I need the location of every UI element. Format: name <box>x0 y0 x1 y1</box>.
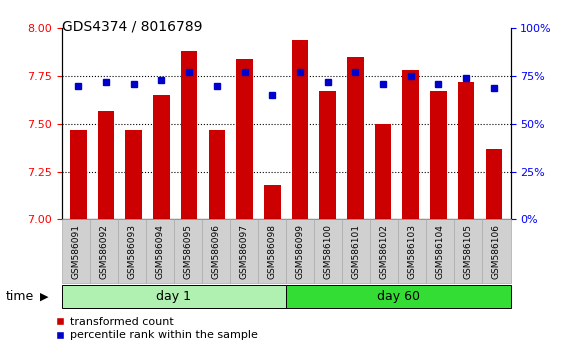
Bar <box>153 95 170 219</box>
Text: GSM586097: GSM586097 <box>240 224 249 279</box>
Text: GSM586096: GSM586096 <box>211 224 220 279</box>
Bar <box>486 149 502 219</box>
Bar <box>126 130 142 219</box>
Bar <box>458 82 475 219</box>
Bar <box>236 59 253 219</box>
Bar <box>402 70 419 219</box>
Text: GSM586093: GSM586093 <box>127 224 136 279</box>
Bar <box>430 91 447 219</box>
Text: ▶: ▶ <box>40 291 49 302</box>
Text: GSM586095: GSM586095 <box>183 224 192 279</box>
Text: GSM586103: GSM586103 <box>408 224 417 279</box>
Text: time: time <box>6 290 34 303</box>
Text: GSM586098: GSM586098 <box>268 224 277 279</box>
Bar <box>98 110 114 219</box>
Bar <box>181 51 197 219</box>
Text: GSM586104: GSM586104 <box>436 224 445 279</box>
Bar <box>264 185 280 219</box>
Bar <box>375 124 392 219</box>
Text: GSM586099: GSM586099 <box>296 224 305 279</box>
Text: GSM586106: GSM586106 <box>492 224 501 279</box>
Bar <box>70 130 86 219</box>
Text: day 60: day 60 <box>377 290 420 303</box>
Bar <box>292 40 309 219</box>
Text: GDS4374 / 8016789: GDS4374 / 8016789 <box>62 19 202 34</box>
Bar <box>347 57 364 219</box>
Text: GSM586105: GSM586105 <box>464 224 473 279</box>
Text: GSM586102: GSM586102 <box>380 224 389 279</box>
Bar <box>209 130 225 219</box>
Text: day 1: day 1 <box>157 290 191 303</box>
Text: GSM586092: GSM586092 <box>99 224 108 279</box>
Text: GSM586101: GSM586101 <box>352 224 361 279</box>
Bar <box>319 91 336 219</box>
Text: GSM586100: GSM586100 <box>324 224 333 279</box>
Legend: transformed count, percentile rank within the sample: transformed count, percentile rank withi… <box>56 317 259 341</box>
Text: GSM586094: GSM586094 <box>155 224 164 279</box>
Text: GSM586091: GSM586091 <box>71 224 80 279</box>
